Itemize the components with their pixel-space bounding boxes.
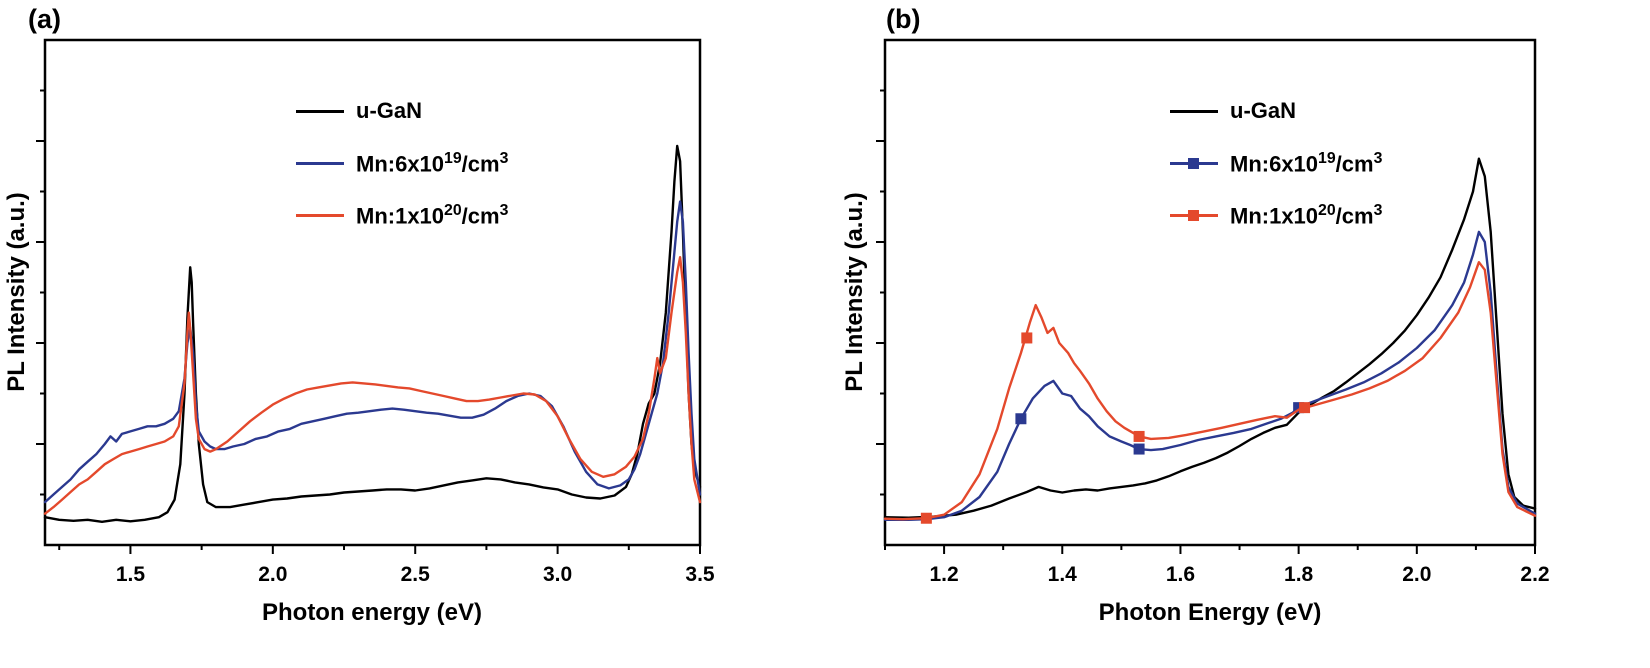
x-axis-ticks: 1.2 1.4 1.6 1.8 2.0 2.2 [884, 545, 1550, 586]
legend-label: Mn:6x1019/cm3 [1230, 149, 1383, 177]
svg-text:1.6: 1.6 [1166, 563, 1195, 586]
x-axis-label-a: Photon energy (eV) [262, 599, 482, 626]
legend-label: u-GaN [1230, 98, 1296, 123]
legend-swatch-marker [1188, 157, 1199, 169]
panel-a-label: (a) [28, 4, 61, 34]
series-u-GaN [883, 157, 1537, 519]
series-marker-Mn:6x10^19/cm^3 [1293, 402, 1305, 414]
legend-swatch-line [296, 213, 344, 217]
svg-text:2.5: 2.5 [401, 563, 431, 586]
legend-b: u-GaN Mn:6x1019/cm3 Mn:1x1020/cm3 [1170, 96, 1382, 252]
panel-a: (a) Photon energy (eV) PL Intensity (a.u… [0, 0, 800, 668]
y-axis-ticks [36, 89, 45, 496]
series-line-u-GaN [883, 157, 1537, 519]
series-line-Mn:1x10^20/cm^3 [883, 261, 1537, 521]
series-marker-Mn:6x10^19/cm^3 [1133, 443, 1145, 455]
legend-item: Mn:1x1020/cm3 [296, 200, 508, 230]
legend-label: Mn:1x1020/cm3 [1230, 201, 1383, 229]
legend-item: Mn:1x1020/cm3 [1170, 200, 1382, 230]
svg-text:2.0: 2.0 [258, 563, 287, 586]
series-Mn:6x10^19/cm^3 [883, 230, 1537, 521]
series-marker-Mn:1x10^20/cm^3 [1299, 402, 1311, 414]
legend-swatch-line [1170, 209, 1218, 221]
legend-item: u-GaN [1170, 96, 1382, 126]
series-marker-Mn:1x10^20/cm^3 [920, 512, 932, 524]
y-axis-label-b: PL Intensity (a.u.) [841, 192, 868, 392]
series-line-Mn:6x10^19/cm^3 [883, 230, 1537, 521]
series-line-Mn:6x10^19/cm^3 [43, 200, 702, 504]
legend-swatch-line [1170, 109, 1218, 113]
svg-text:1.8: 1.8 [1284, 563, 1314, 586]
series-Mn:6x10^19/cm^3 [43, 200, 702, 504]
series-Mn:1x10^20/cm^3 [883, 261, 1537, 524]
x-axis-label-b: Photon Energy (eV) [1099, 599, 1322, 626]
series-marker-Mn:1x10^20/cm^3 [1021, 332, 1033, 344]
legend-a: u-GaN Mn:6x1019/cm3 Mn:1x1020/cm3 [296, 96, 508, 252]
legend-swatch-line [296, 161, 344, 165]
legend-item: Mn:6x1019/cm3 [1170, 148, 1382, 178]
series-marker-Mn:6x10^19/cm^3 [1015, 413, 1027, 425]
plot-a: Photon energy (eV) PL Intensity (a.u.) 1… [3, 38, 715, 626]
y-axis-ticks [876, 89, 885, 496]
svg-text:3.5: 3.5 [685, 563, 715, 586]
series-marker-Mn:1x10^20/cm^3 [1133, 430, 1145, 442]
legend-swatch-line [296, 109, 344, 113]
x-axis-ticks: 1.5 2.0 2.5 3.0 3.5 [58, 545, 715, 586]
svg-text:2.2: 2.2 [1520, 563, 1549, 586]
plot-b: Photon Energy (eV) PL Intensity (a.u.) 1… [841, 38, 1550, 626]
panel-b: (b) Photon Energy (eV) PL Intensity (a.u… [840, 0, 1650, 668]
series-line-Mn:1x10^20/cm^3 [43, 256, 702, 515]
legend-label: u-GaN [356, 98, 422, 123]
legend-item: u-GaN [296, 96, 508, 126]
svg-text:2.0: 2.0 [1402, 563, 1431, 586]
svg-text:1.5: 1.5 [116, 563, 146, 586]
svg-text:3.0: 3.0 [543, 563, 572, 586]
legend-label: Mn:1x1020/cm3 [356, 201, 509, 229]
legend-label: Mn:6x1019/cm3 [356, 149, 509, 177]
panel-b-label: (b) [886, 4, 921, 34]
legend-swatch-line [1170, 157, 1218, 169]
svg-text:1.4: 1.4 [1048, 563, 1078, 586]
svg-text:1.2: 1.2 [929, 563, 958, 586]
legend-swatch-marker [1188, 209, 1199, 221]
legend-item: Mn:6x1019/cm3 [296, 148, 508, 178]
y-axis-label-a: PL Intensity (a.u.) [3, 192, 30, 392]
series-Mn:1x10^20/cm^3 [43, 256, 702, 515]
